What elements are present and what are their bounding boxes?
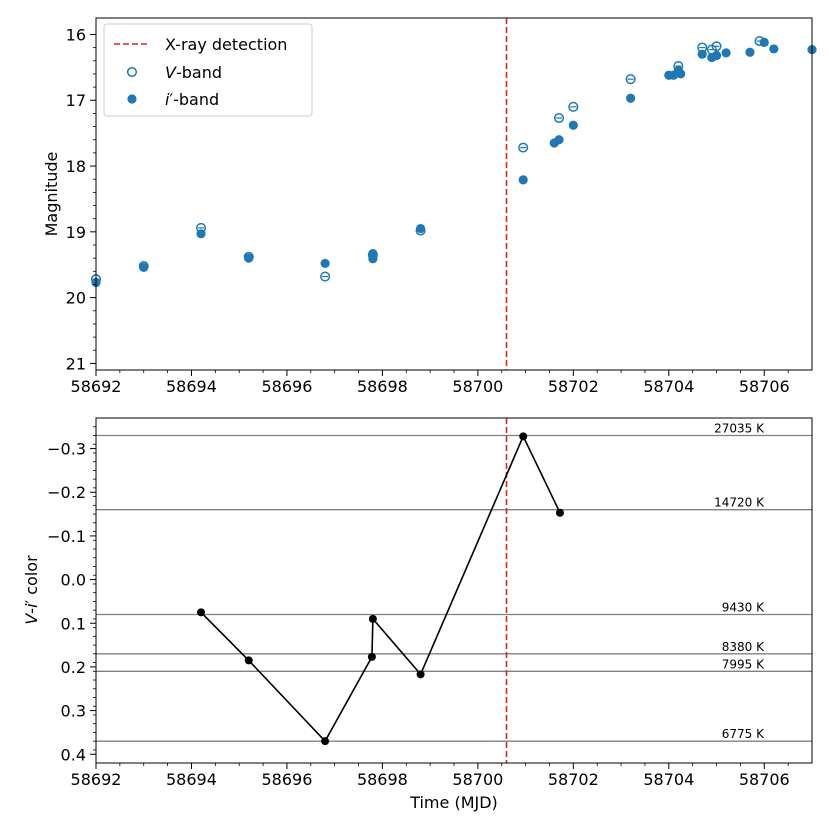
iband-point bbox=[415, 223, 426, 234]
x-tick-label: 58698 bbox=[357, 377, 408, 396]
vband-point bbox=[320, 271, 331, 282]
color-point bbox=[368, 614, 377, 623]
magnitude-panel: 58692 58694 58696 58698 58700 58702 58704 58706… bbox=[42, 17, 817, 396]
legend-vband-swatch bbox=[126, 66, 138, 78]
y-tick-label: −0.3 bbox=[47, 440, 86, 459]
iband-point bbox=[721, 48, 731, 58]
x-tick-label: 58702 bbox=[548, 377, 599, 396]
temperature-lines: 27035 K 14720 K 9430 K 8380 K 7995 K 6775 K bbox=[96, 421, 812, 742]
iband-point bbox=[139, 262, 149, 272]
vband-point bbox=[518, 142, 529, 153]
color-panel: 27035 K 14720 K 9430 K 8380 K 7995 K 6775 K 5… bbox=[22, 417, 813, 812]
color-x-axis-label: Time (MJD) bbox=[409, 793, 498, 812]
legend-iband-label: i′-band bbox=[165, 90, 219, 109]
vband-point bbox=[553, 112, 565, 124]
color-y-ticks: −0.3 −0.2 −0.1 0.0 0.1 0.2 0.3 0.4 bbox=[47, 426, 96, 764]
iband-point bbox=[697, 49, 707, 59]
vband-point bbox=[625, 74, 636, 85]
x-tick-label: 58698 bbox=[357, 770, 408, 789]
color-point bbox=[367, 652, 376, 661]
magnitude-y-axis-label: Magnitude bbox=[42, 152, 61, 237]
iband-point bbox=[320, 258, 330, 269]
x-tick-label: 58696 bbox=[261, 770, 312, 789]
iband-point bbox=[568, 120, 578, 130]
x-tick-label: 58694 bbox=[166, 377, 217, 396]
x-tick-label: 58700 bbox=[452, 377, 503, 396]
y-tick-label: 0.2 bbox=[61, 658, 86, 677]
color-x-ticks: 58692 58694 58696 58698 58700 58702 58704 58706 bbox=[71, 763, 790, 789]
iband-point bbox=[745, 47, 755, 57]
legend: X-ray detection V-band i′-band bbox=[103, 23, 313, 117]
iband-point bbox=[759, 37, 769, 47]
vband-point bbox=[568, 101, 579, 112]
temperature-label: 27035 K bbox=[714, 421, 765, 435]
y-tick-label: −0.2 bbox=[47, 483, 86, 502]
iband-point bbox=[368, 254, 378, 264]
x-tick-label: 58706 bbox=[739, 377, 790, 396]
x-tick-label: 58702 bbox=[548, 770, 599, 789]
x-tick-label: 58700 bbox=[452, 770, 503, 789]
legend-vband-label: V-band bbox=[165, 63, 222, 82]
color-point bbox=[519, 432, 528, 441]
temperature-label: 6775 K bbox=[722, 727, 765, 741]
iband-point bbox=[769, 44, 779, 54]
y-tick-label: 18 bbox=[66, 157, 86, 176]
iband-point bbox=[554, 135, 564, 145]
iband-point bbox=[676, 69, 686, 79]
iband-point bbox=[196, 229, 206, 239]
y-tick-label: 19 bbox=[66, 223, 86, 242]
y-tick-label: 16 bbox=[66, 25, 86, 44]
color-series-line bbox=[200, 434, 561, 743]
y-tick-label: −0.1 bbox=[47, 527, 86, 546]
color-point bbox=[555, 508, 564, 517]
temperature-label: 8380 K bbox=[722, 640, 765, 654]
temperature-label: 7995 K bbox=[722, 657, 765, 671]
magnitude-y-ticks: 16 17 18 19 20 21 bbox=[66, 25, 96, 373]
y-tick-label: 0.1 bbox=[61, 614, 86, 633]
vband-point bbox=[711, 41, 722, 52]
temperature-label: 9430 K bbox=[722, 601, 765, 615]
x-tick-label: 58692 bbox=[71, 770, 122, 789]
x-tick-label: 58706 bbox=[739, 770, 790, 789]
x-tick-label: 58696 bbox=[261, 377, 312, 396]
legend-xray-label: X-ray detection bbox=[165, 35, 287, 54]
y-tick-label: 0.0 bbox=[61, 571, 86, 590]
x-tick-label: 58692 bbox=[71, 377, 122, 396]
y-tick-label: 0.3 bbox=[61, 702, 86, 721]
y-tick-label: 17 bbox=[66, 91, 86, 110]
color-point bbox=[197, 608, 206, 617]
y-tick-label: 0.4 bbox=[61, 745, 86, 764]
color-curve bbox=[197, 432, 564, 746]
x-tick-label: 58704 bbox=[643, 377, 694, 396]
legend-iband-swatch bbox=[127, 94, 137, 104]
color-point bbox=[321, 737, 330, 746]
temperature-label: 14720 K bbox=[714, 496, 765, 510]
y-tick-label: 21 bbox=[66, 354, 86, 373]
magnitude-x-ticks: 58692 58694 58696 58698 58700 58702 58704 58706 bbox=[71, 370, 790, 396]
iband-point bbox=[711, 50, 722, 61]
iband-point bbox=[244, 253, 254, 263]
iband-point bbox=[518, 175, 528, 185]
y-tick-label: 20 bbox=[66, 289, 86, 308]
iband-point bbox=[626, 93, 636, 103]
legend-box bbox=[103, 23, 313, 117]
color-point bbox=[244, 656, 253, 665]
x-tick-label: 58704 bbox=[643, 770, 694, 789]
x-tick-label: 58694 bbox=[166, 770, 217, 789]
color-plot-area bbox=[96, 418, 812, 763]
color-y-axis-label: V-i′ color bbox=[22, 555, 41, 625]
color-point bbox=[416, 670, 425, 679]
